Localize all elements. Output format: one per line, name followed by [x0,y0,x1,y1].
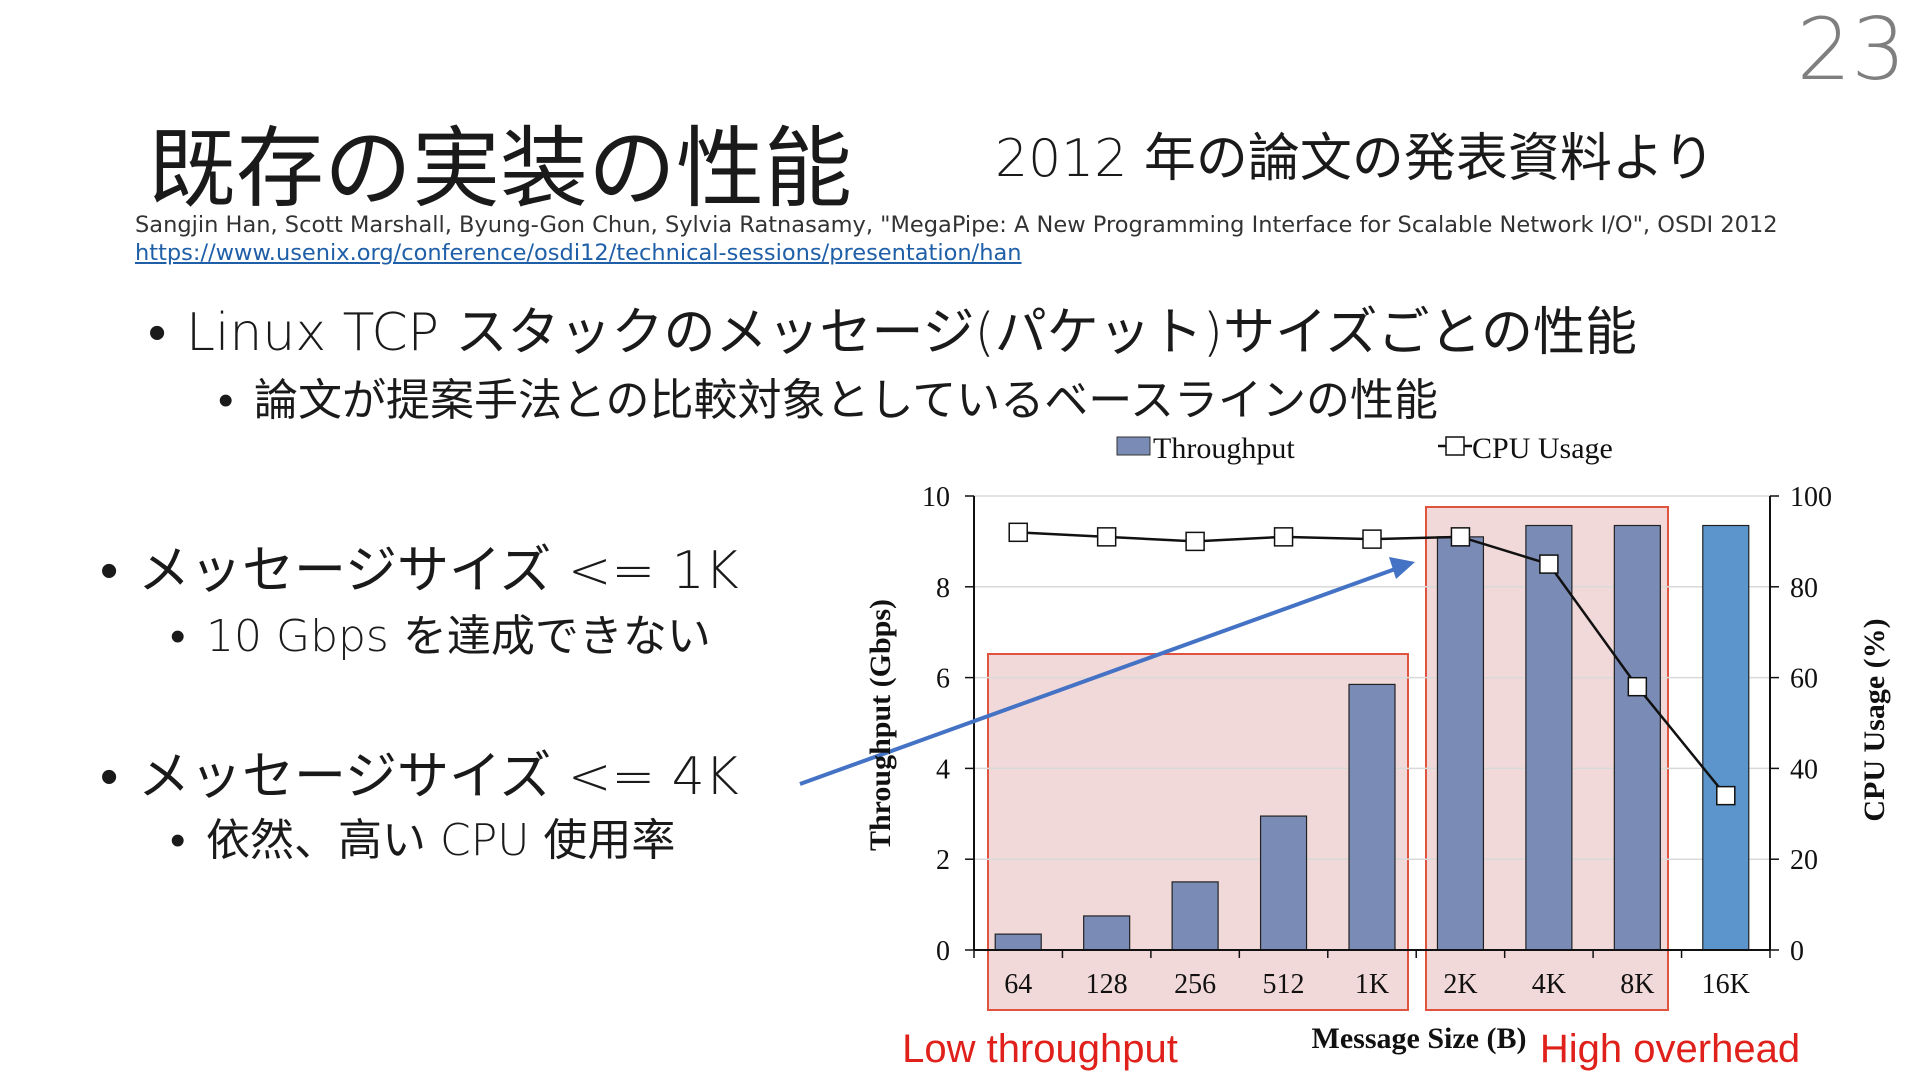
bar-16K [1702,524,1750,951]
legend-label-cpu: CPU Usage [1472,432,1613,465]
callout-arrow-head [1389,557,1415,579]
y2-tick-label: 20 [1790,845,1818,876]
citation-link[interactable]: https://www.usenix.org/conference/osdi12… [135,240,1022,266]
y-tick-label: 2 [936,845,950,876]
callout-arrow [799,557,1415,786]
x-tick-label: 4K [1532,969,1566,1000]
bullet-dot: • [170,815,186,866]
bullet-top: • Linux TCP スタックのメッセージ(パケット)サイズごとの性能 [148,290,1637,365]
cpu-point-64 [1008,522,1028,543]
bar-1K [1348,683,1396,951]
bar-8K [1613,524,1661,951]
bullet-item1-text: メッセージサイズ <= 1K [138,541,739,601]
bullet-item2: • メッセージサイズ <= 4K [100,734,739,809]
bullet-item1: • メッセージサイズ <= 1K [100,528,739,603]
bar-2K [1436,536,1485,951]
citation-text: Sangjin Han, Scott Marshall, Byung-Gon C… [135,212,1778,238]
bullet-item2-sub: • 依然、高い CPU 使用率 [170,804,675,868]
y-tick-label: 4 [936,754,950,785]
bullet-item2-text: メッセージサイズ <= 4K [138,747,739,807]
cpu-point-4K [1539,554,1559,574]
cpu-point-128 [1096,527,1117,547]
annotation-high-overhead: High overhead [1540,1027,1800,1071]
tick-labels: 64 128 256 512 1K 2K 4K 8K 16K024681002040608010… [922,482,1832,1000]
y2-tick-label: 0 [1790,936,1804,967]
bullet-item2-sub-text: 依然、高い CPU 使用率 [206,815,676,866]
page-subtitle: 2012 年の論文の発表資料より [995,129,1715,189]
bullet-dot: • [148,303,167,363]
x-tick-label: 64 [1004,969,1032,1000]
page-title: 既存の実装の性能 [148,117,853,220]
bullet-top-sub: • 論文が提案手法との比較対象としているベースラインの性能 [218,364,1438,428]
legend-marker-cpu [1445,436,1465,456]
page-number: 23 [1796,0,1906,100]
cpu-point-1K [1362,529,1382,549]
bullet-top-sub-text: 論文が提案手法との比較対象としているベースラインの性能 [254,375,1439,426]
y2-tick-label: 80 [1790,573,1818,604]
bullet-top-text: Linux TCP スタックのメッセージ(パケット)サイズごとの性能 [186,303,1638,363]
x-tick-label: 8K [1620,969,1654,1000]
y-tick-label: 10 [922,482,950,513]
callout-arrow-shaft [799,566,1399,786]
legend: Throughput CPU Usage [1116,432,1613,465]
bar-4K [1525,524,1573,951]
y-tick-label: 0 [936,936,950,967]
bullet-dot: • [100,747,119,807]
bullet-dot: • [100,541,119,601]
cpu-usage-line [1008,522,1736,806]
y-axis-title: Throughput (Gbps) [864,599,897,851]
cpu-point-256 [1185,531,1205,552]
bullet-item1-sub: • 10 Gbps を達成できない [170,600,711,664]
bullet-dot: • [218,375,234,426]
highlight-low-throughput [987,653,1409,1011]
bar-128 [1083,915,1131,951]
x-tick-label: 512 [1263,969,1305,1000]
y2-tick-label: 40 [1790,754,1818,785]
legend-label-throughput: Throughput [1153,432,1295,465]
bar-512 [1259,815,1308,951]
y2-axis-title: CPU Usage (%) [1858,618,1891,821]
bullet-item1-sub-text: 10 Gbps を達成できない [206,611,711,662]
x-tick-label: 1K [1355,969,1389,1000]
x-tick-label: 128 [1086,969,1128,1000]
annotation-low-throughput: Low throughput [902,1027,1178,1071]
y-tick-label: 8 [936,573,950,604]
legend-swatch-throughput [1116,436,1151,456]
throughput-bars [994,524,1750,951]
cpu-point-16K [1716,785,1736,806]
y2-tick-label: 60 [1790,664,1818,695]
cpu-point-512 [1273,527,1294,547]
x-tick-label: 256 [1174,969,1216,1000]
cpu-point-8K [1627,676,1648,697]
bullet-dot: • [170,611,186,662]
y-tick-label: 6 [936,664,950,695]
y2-tick-label: 100 [1790,482,1832,513]
cpu-point-2K [1450,527,1471,547]
x-axis-title: Message Size (B) [1312,1022,1527,1055]
x-tick-label: 16K [1702,969,1750,1000]
bar-256 [1171,881,1219,951]
bar-64 [994,933,1042,951]
x-tick-label: 2K [1443,969,1477,1000]
